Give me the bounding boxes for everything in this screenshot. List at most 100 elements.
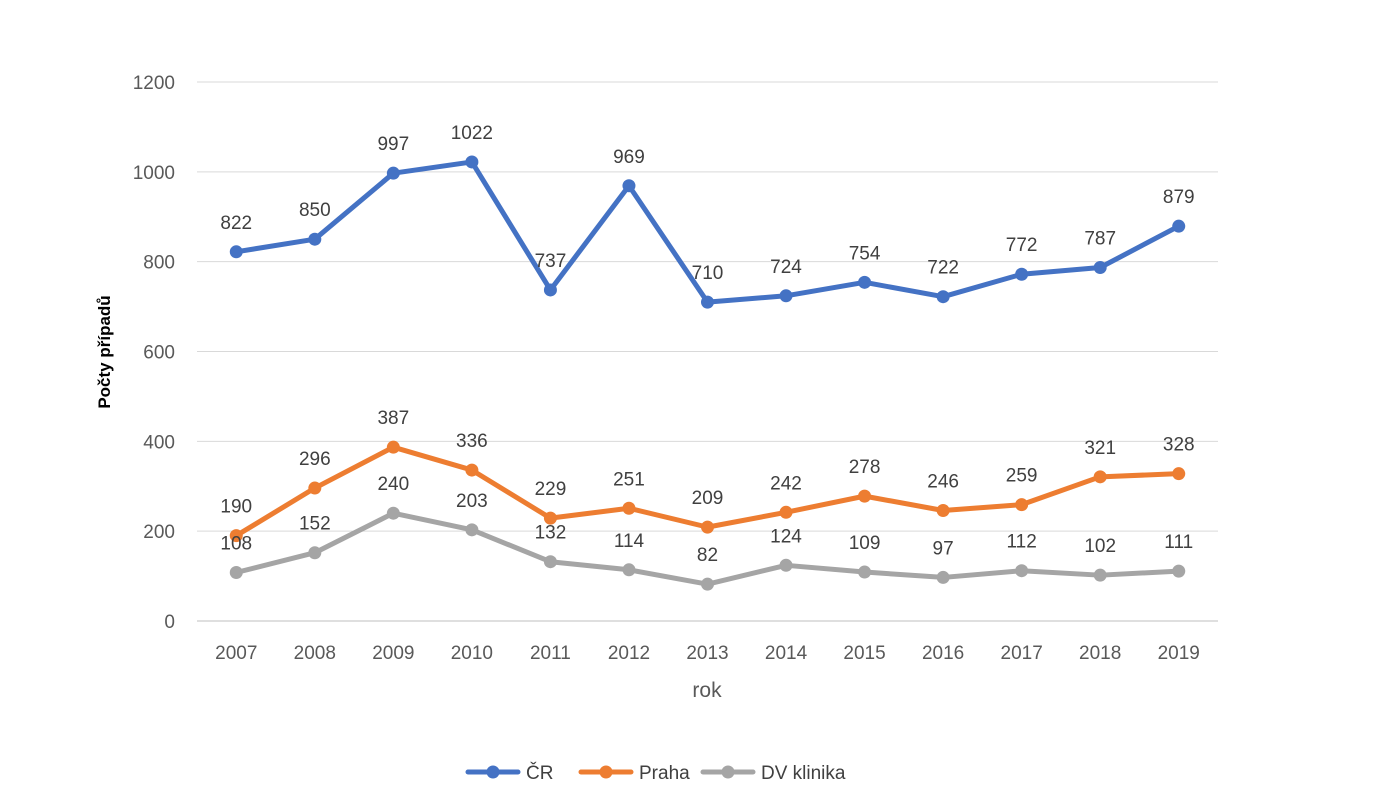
data-point bbox=[779, 289, 793, 303]
y-tick-label: 400 bbox=[143, 432, 175, 453]
data-label: 111 bbox=[1164, 532, 1193, 553]
x-tick-label: 2010 bbox=[451, 643, 493, 664]
x-tick-label: 2011 bbox=[530, 643, 571, 664]
data-point bbox=[1172, 467, 1186, 481]
data-point bbox=[543, 555, 557, 569]
data-point bbox=[465, 463, 479, 477]
data-point bbox=[936, 290, 950, 304]
data-label: 102 bbox=[1084, 536, 1116, 557]
data-label: 387 bbox=[377, 408, 409, 429]
data-label: 321 bbox=[1084, 438, 1116, 459]
x-tick-label: 2009 bbox=[372, 643, 414, 664]
data-label: 108 bbox=[220, 533, 252, 554]
y-tick-label: 600 bbox=[143, 343, 175, 364]
data-point bbox=[1093, 261, 1107, 275]
y-axis-ticks: 0 200 400 600 800 1000 1200 bbox=[133, 73, 175, 633]
data-point bbox=[386, 506, 400, 520]
data-label: 124 bbox=[770, 526, 802, 547]
data-label: 772 bbox=[1006, 235, 1038, 256]
data-point bbox=[229, 565, 243, 579]
data-label: 114 bbox=[614, 531, 645, 552]
data-point bbox=[936, 570, 950, 584]
series-lines bbox=[229, 155, 1186, 591]
series-2 bbox=[229, 506, 1186, 591]
x-tick-label: 2017 bbox=[1001, 643, 1043, 664]
data-labels: 822 850 997 1022 737 969 710 724 754 722 772 787 879… bbox=[220, 123, 1194, 566]
data-label: 251 bbox=[613, 469, 645, 490]
data-point bbox=[229, 529, 243, 543]
y-tick-label: 0 bbox=[164, 612, 175, 633]
data-point bbox=[701, 577, 714, 591]
legend-swatch-marker bbox=[599, 765, 613, 779]
data-label: 109 bbox=[849, 533, 881, 554]
data-label: 246 bbox=[927, 472, 959, 493]
data-point bbox=[229, 245, 243, 259]
legend-label: ČR bbox=[526, 762, 553, 784]
y-tick-label: 1200 bbox=[133, 73, 175, 94]
x-tick-label: 2013 bbox=[686, 643, 728, 664]
data-point bbox=[622, 179, 636, 193]
data-point bbox=[386, 440, 400, 454]
legend-item: ČR bbox=[465, 762, 553, 784]
data-point bbox=[308, 232, 322, 246]
data-label: 969 bbox=[613, 147, 645, 168]
data-label: 850 bbox=[299, 200, 331, 221]
data-point bbox=[1093, 568, 1107, 582]
x-tick-label: 2007 bbox=[215, 643, 257, 664]
data-label: 112 bbox=[1007, 532, 1037, 553]
y-tick-label: 800 bbox=[143, 253, 175, 274]
data-label: 328 bbox=[1163, 435, 1195, 456]
series-0 bbox=[229, 155, 1186, 309]
data-label: 997 bbox=[377, 134, 409, 155]
data-label: 879 bbox=[1163, 187, 1195, 208]
data-label: 203 bbox=[456, 491, 488, 512]
x-axis-ticks: 2007 2008 2009 2010 2011 2012 2013 2014 2015 2016… bbox=[215, 643, 1200, 664]
data-label: 190 bbox=[220, 497, 252, 518]
data-point bbox=[701, 520, 714, 534]
legend-label: DV klinika bbox=[761, 763, 846, 784]
data-point bbox=[1093, 470, 1107, 484]
data-label: 278 bbox=[849, 457, 881, 478]
data-label: 240 bbox=[377, 474, 409, 495]
data-point bbox=[858, 565, 872, 579]
data-label: 724 bbox=[770, 257, 802, 278]
data-point bbox=[1015, 498, 1029, 512]
data-label: 787 bbox=[1084, 229, 1116, 250]
data-label: 229 bbox=[535, 479, 567, 500]
legend: ČR Praha DV klinika bbox=[465, 762, 846, 784]
gridlines bbox=[197, 81, 1218, 622]
x-axis-title: rok bbox=[692, 679, 722, 702]
x-tick-label: 2016 bbox=[922, 643, 964, 664]
data-label: 336 bbox=[456, 431, 488, 452]
data-point bbox=[779, 558, 793, 572]
data-label: 710 bbox=[692, 263, 724, 284]
data-label: 754 bbox=[849, 243, 881, 264]
data-point bbox=[386, 166, 400, 180]
series-1 bbox=[229, 440, 1186, 543]
data-label: 259 bbox=[1006, 466, 1038, 487]
data-point bbox=[1172, 219, 1186, 233]
data-label: 1022 bbox=[451, 123, 493, 144]
data-point bbox=[1015, 267, 1029, 281]
x-tick-label: 2014 bbox=[765, 643, 808, 664]
legend-label: Praha bbox=[639, 763, 690, 784]
x-tick-label: 2012 bbox=[608, 643, 650, 664]
data-point bbox=[779, 505, 793, 519]
data-label: 296 bbox=[299, 449, 331, 470]
data-label: 822 bbox=[220, 213, 252, 234]
data-label: 82 bbox=[697, 545, 718, 566]
y-axis-title: Počty případů bbox=[95, 295, 114, 408]
legend-swatch-marker bbox=[721, 765, 735, 779]
data-point bbox=[543, 283, 557, 297]
data-point bbox=[308, 481, 322, 495]
legend-item: Praha bbox=[578, 763, 690, 784]
data-point bbox=[858, 275, 872, 289]
y-tick-label: 200 bbox=[143, 522, 175, 543]
data-point bbox=[465, 523, 479, 537]
data-point bbox=[465, 155, 479, 169]
data-point bbox=[308, 546, 322, 560]
data-label: 242 bbox=[770, 473, 802, 494]
data-point bbox=[543, 511, 557, 525]
data-point bbox=[622, 501, 636, 515]
